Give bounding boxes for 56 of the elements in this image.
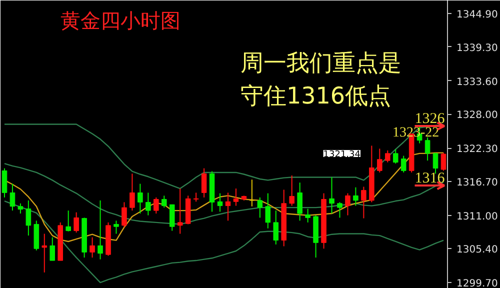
candlestick [169,204,175,232]
candlestick [432,152,438,174]
candlestick [138,183,143,214]
candlestick [146,192,151,216]
candlestick [273,210,279,245]
y-tick-label: 1333.60 [456,76,498,88]
candlestick [217,192,223,212]
annotation: 1321.34 [323,150,361,160]
candlestick [10,183,16,212]
y-tick-label: 1344.90 [456,10,498,21]
candlestick [154,196,159,214]
candlestick [353,186,358,206]
candlestick [400,155,406,173]
candlestick [42,233,48,273]
candlestick [361,186,366,219]
candlestick [377,148,382,173]
ref-line-label: 1316 [414,170,446,187]
candlestick [233,188,239,206]
candlestick [130,173,135,212]
candlestick [177,188,183,234]
candlestick [329,176,334,214]
candlestick [305,208,310,223]
y-tick-label: 1299.70 [456,278,498,288]
candlestick [337,202,342,218]
candlestick [289,174,294,206]
y-tick-label: 1311.00 [456,211,498,222]
candlestick [114,220,119,234]
text: 黄金四小时图 [60,8,180,32]
candlestick [74,212,79,234]
candlestick [297,182,302,222]
candlestick [257,196,263,218]
candlestick [98,200,103,260]
candlestick [424,136,430,162]
candlestick [18,202,24,214]
candlestick [392,148,398,164]
ref-line-label: 1326 [414,111,446,128]
candlestick [265,192,271,229]
candlestick [161,195,167,208]
candlestick [2,168,8,198]
candlestick [90,236,95,258]
candlestick [122,202,127,228]
candlestick [225,192,231,222]
text: 周一我们重点是守住1316低点 [240,50,402,110]
candlestick [201,168,207,198]
y-tick-label: 1305.40 [456,244,498,256]
candlestick [66,210,71,232]
candlestick [440,152,446,172]
candlestick [249,179,255,207]
y-tick-label: 1339.30 [456,42,498,54]
candlestick [26,200,32,236]
candlestick [384,150,390,163]
y-tick-label: 1316.70 [456,177,498,188]
y-tick-label: 1322.30 [456,144,498,156]
candlestick [50,236,56,262]
y-tick-label: 1328.00 [456,110,498,122]
candlestick [345,192,350,216]
